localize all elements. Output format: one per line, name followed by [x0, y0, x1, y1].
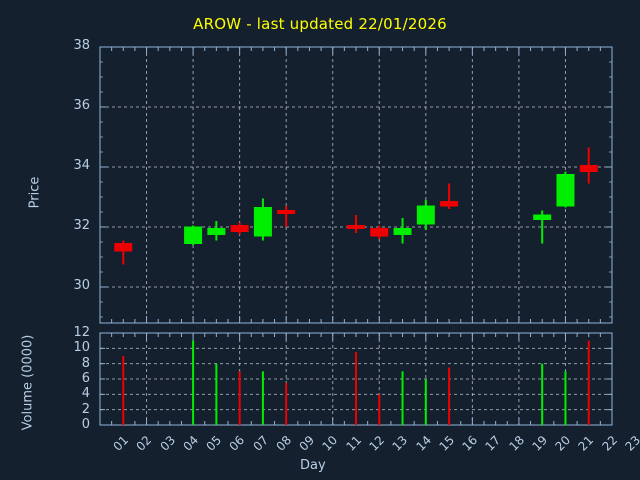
price-tick-label: 38: [73, 38, 90, 53]
volume-tick-label: 8: [81, 355, 90, 371]
candle-body: [347, 225, 365, 229]
candle-body: [230, 225, 249, 232]
volume-tick-label: 12: [73, 325, 90, 340]
day-axis-label: Day: [300, 458, 326, 473]
candle-body: [114, 243, 133, 252]
candle-body: [416, 205, 435, 225]
candle-body: [207, 228, 226, 235]
candle-body: [440, 201, 459, 207]
candle-body: [184, 226, 203, 244]
volume-tick-label: 0: [81, 417, 90, 432]
candle-body: [533, 214, 552, 220]
price-tick-label: 36: [73, 98, 90, 113]
candle-body: [277, 210, 296, 214]
volume-tick-label: 10: [73, 340, 90, 356]
price-tick-label: 32: [73, 218, 90, 233]
price-tick-label: 30: [73, 278, 90, 293]
candle-body: [370, 228, 389, 237]
price-panel-frame: [99, 46, 613, 324]
price-tick-label: 34: [73, 158, 90, 173]
volume-tick-label: 2: [81, 401, 90, 417]
candle-body: [579, 165, 598, 172]
volume-tick-label: 6: [81, 371, 90, 386]
candle-body: [393, 228, 412, 235]
volume-tick-label: 4: [81, 386, 90, 402]
candle-body: [556, 174, 575, 207]
candle-body: [253, 207, 272, 237]
chart-title: AROW - last updated 22/01/2026: [193, 15, 447, 33]
